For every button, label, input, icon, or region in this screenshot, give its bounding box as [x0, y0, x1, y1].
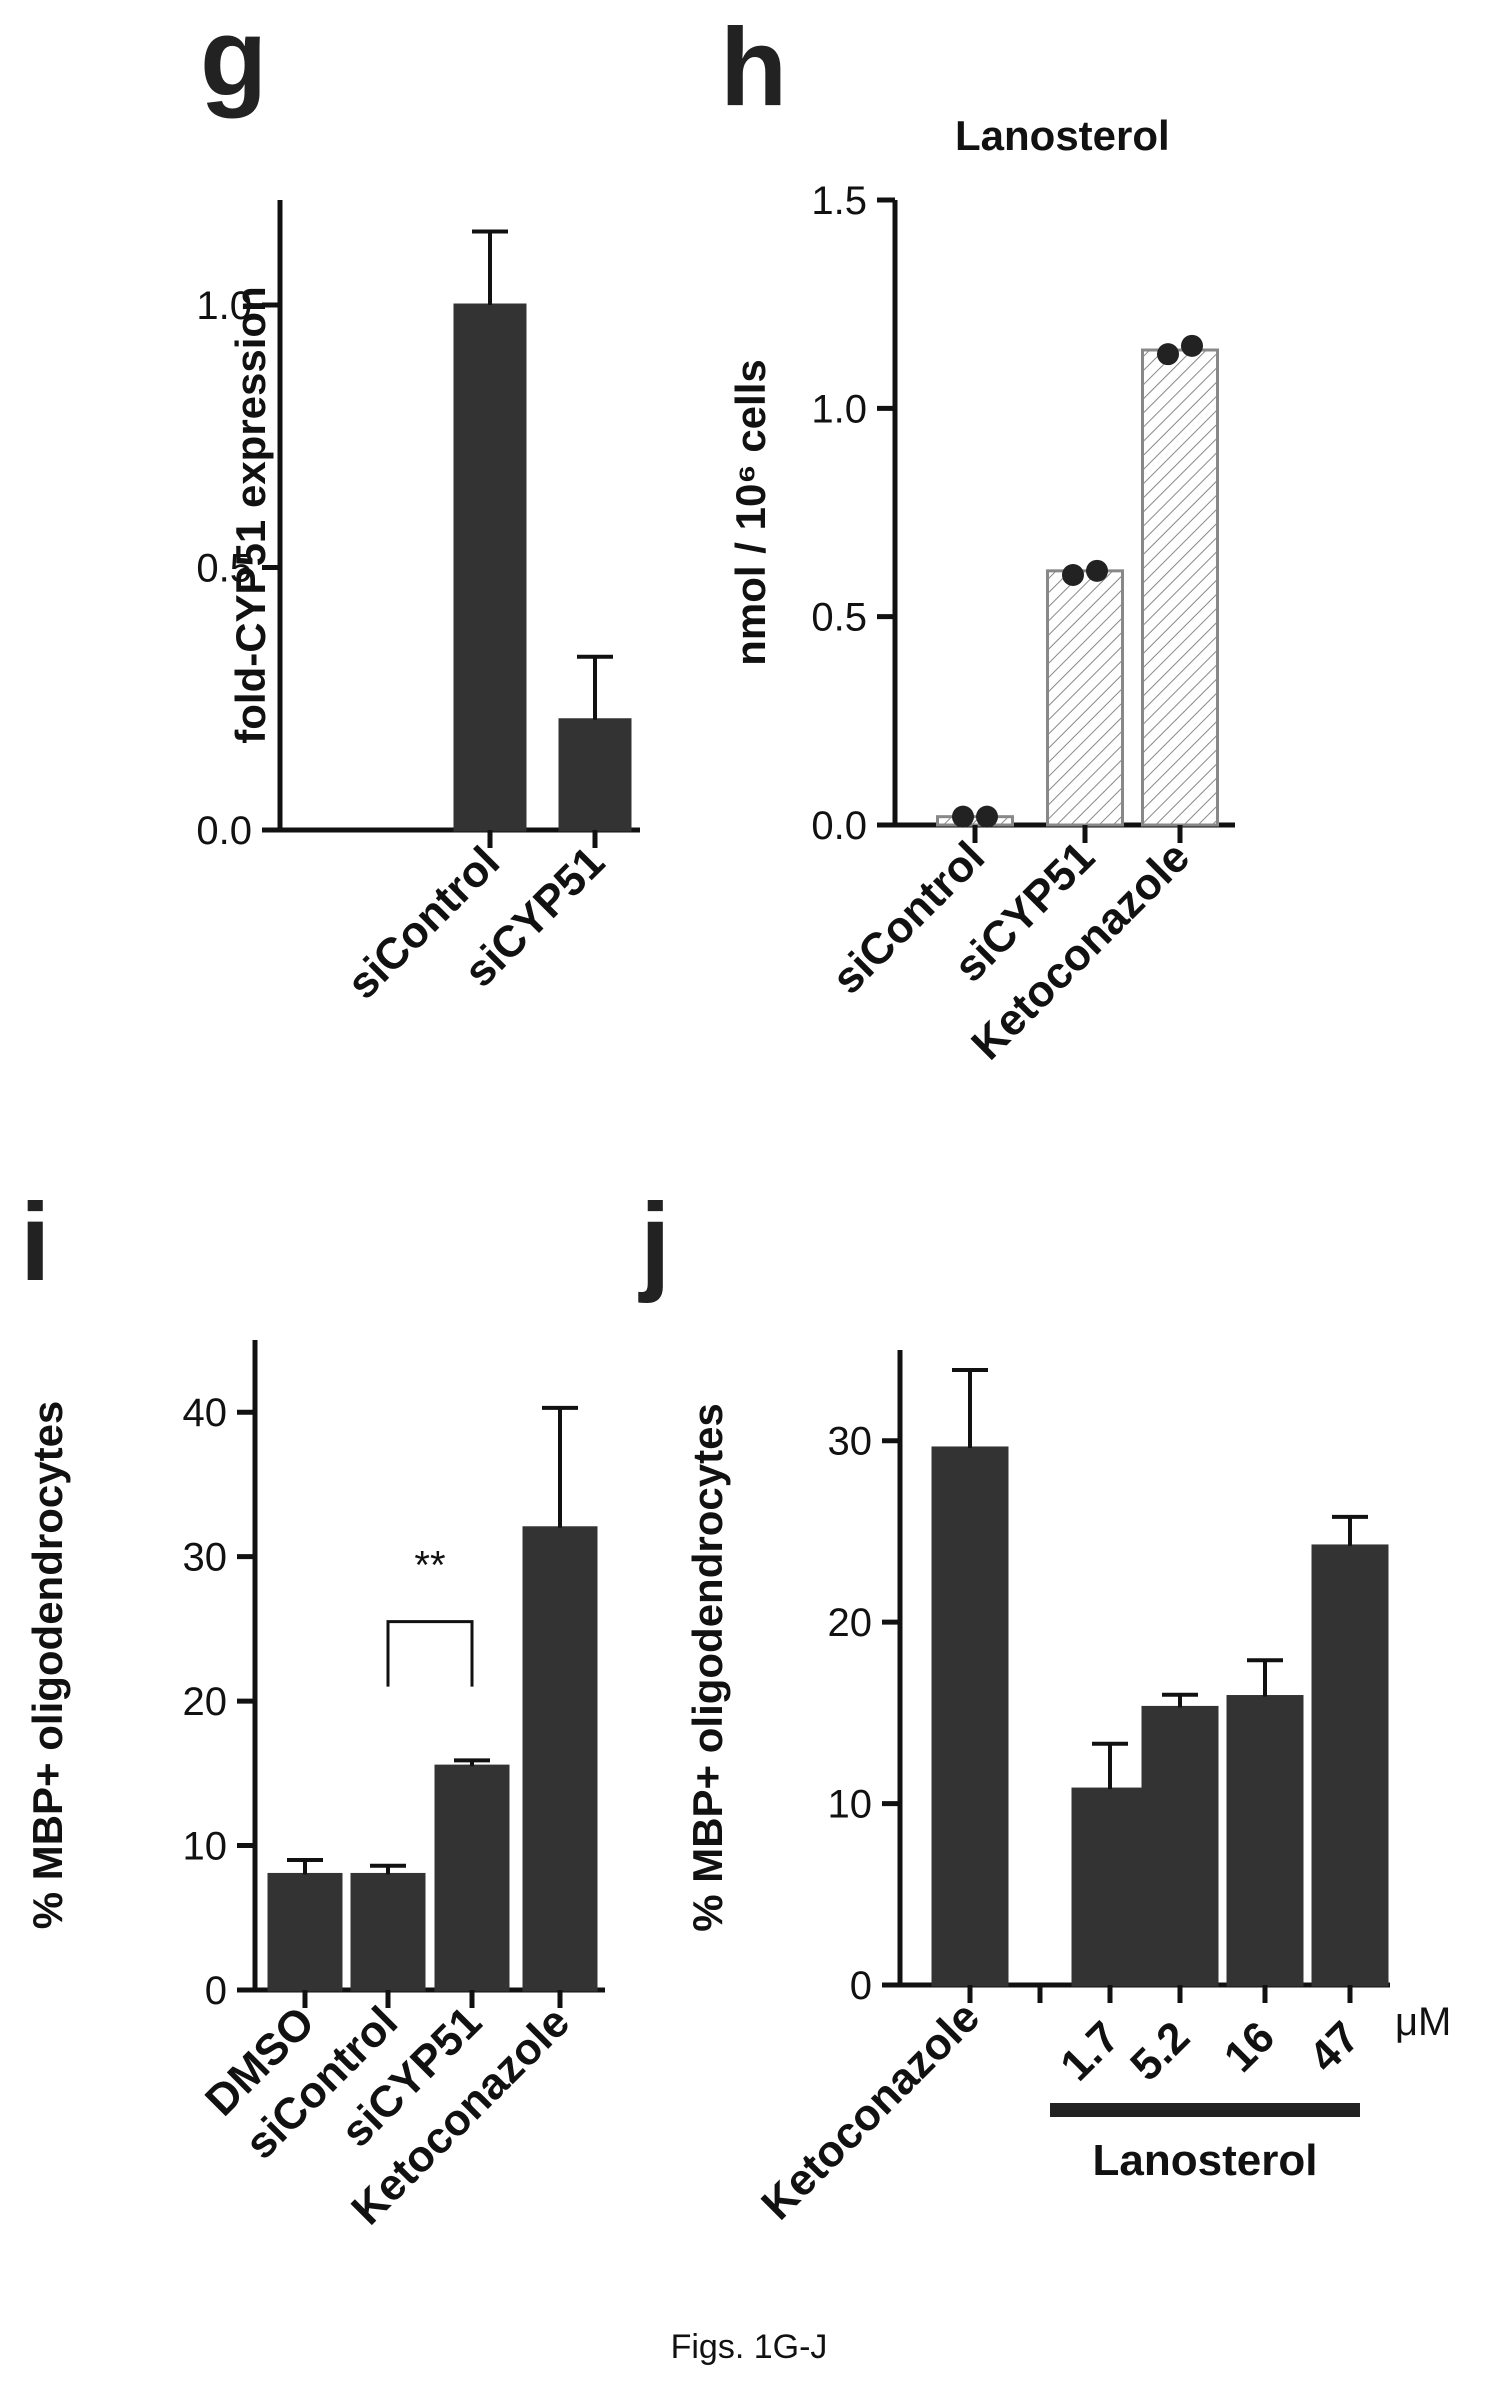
panel-letter-g: g [200, 0, 267, 119]
x-tick-label-j: 5.2 [1121, 2012, 1199, 2090]
bar-h-Ketoconazole [1141, 348, 1219, 827]
bar-i-Ketoconazole [522, 1526, 598, 1992]
group-label-j: Lanosterol [1093, 2136, 1318, 2185]
y-axis-label-i: % MBP+ oligodendrocytes [24, 1401, 71, 1930]
y-axis-label-h: nmol / 10⁶ cells [727, 359, 774, 665]
y-tick-label-j: 20 [828, 1601, 873, 1645]
panel-letter-i: i [20, 1181, 51, 1304]
bar-i-DMSO [267, 1872, 343, 1992]
y-tick-label-i: 0 [205, 1969, 227, 2013]
y-tick-label-i: 20 [183, 1680, 228, 1724]
y-axis-label-j: % MBP+ oligodendrocytes [684, 1403, 731, 1932]
y-tick-label-h: 0.5 [811, 596, 867, 640]
y-tick-label-i: 40 [183, 1391, 228, 1435]
x-tick-label-j: 1.7 [1051, 2012, 1129, 2090]
y-tick-label-g: 0.5 [196, 547, 252, 591]
figure-caption: Figs. 1G-J [670, 2328, 828, 2366]
bar-j-5.2 [1141, 1705, 1219, 1987]
data-point-h [1062, 564, 1084, 586]
y-tick-label-j: 10 [828, 1783, 873, 1827]
y-tick-label-g: 0.0 [196, 809, 252, 853]
x-tick-label-j: Ketoconazole [752, 1992, 989, 2229]
data-point-h [1157, 343, 1179, 366]
bar-j-16 [1226, 1695, 1304, 1987]
y-tick-label-i: 30 [183, 1536, 228, 1580]
data-point-h [976, 805, 998, 828]
y-tick-label-h: 1.5 [811, 179, 867, 223]
x-tick-label-j: 16 [1215, 2012, 1284, 2081]
y-tick-label-j: 30 [828, 1420, 873, 1464]
significance-label-i: ** [414, 1543, 445, 1587]
bar-i-siCYP51 [434, 1764, 510, 1992]
y-axis-label-g: fold-CYP51 expression [227, 286, 274, 743]
bar-g-siCYP51 [558, 718, 632, 832]
y-tick-label-j: 0 [850, 1964, 872, 2008]
data-point-h [1086, 559, 1108, 582]
y-tick-label-h: 0.0 [811, 804, 867, 848]
bar-i-siControl [350, 1872, 426, 1992]
bar-j-1.7 [1071, 1787, 1149, 1987]
y-tick-label-g: 1.0 [196, 284, 252, 328]
x-tick-label-j: 47 [1300, 2012, 1369, 2081]
data-point-h [952, 805, 974, 828]
panel-letter-j: j [638, 1181, 671, 1304]
bar-j-Ketoconazole [931, 1446, 1009, 1987]
bar-g-siControl [453, 303, 527, 832]
bar-j-47 [1311, 1544, 1389, 1987]
bar-h-siCYP51 [1046, 569, 1124, 827]
unit-label-j: μM [1395, 2000, 1451, 2044]
significance-bracket-i [386, 1620, 474, 1687]
y-tick-label-h: 1.0 [811, 387, 867, 431]
y-tick-label-i: 10 [183, 1825, 228, 1869]
data-point-h [1181, 334, 1203, 357]
chart-title-h: Lanosterol [955, 112, 1170, 159]
bar-h-siControl [936, 815, 1014, 827]
panel-letter-h: h [720, 6, 787, 129]
